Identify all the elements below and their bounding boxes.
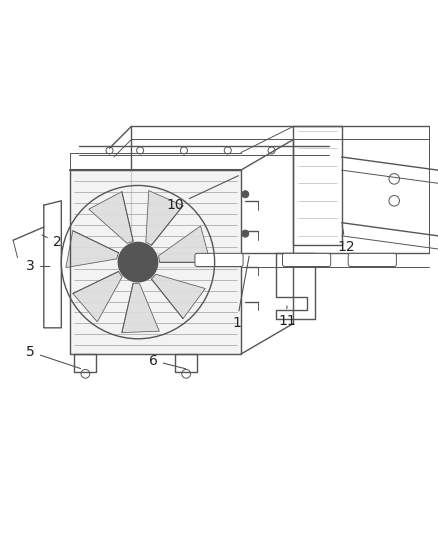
- Text: 5: 5: [26, 345, 81, 368]
- Polygon shape: [70, 170, 241, 354]
- FancyBboxPatch shape: [195, 253, 243, 266]
- Text: 10: 10: [166, 176, 238, 212]
- Circle shape: [242, 230, 249, 237]
- Polygon shape: [122, 283, 159, 333]
- Polygon shape: [66, 231, 118, 268]
- FancyBboxPatch shape: [348, 253, 396, 266]
- Text: 1: 1: [232, 256, 249, 330]
- Circle shape: [118, 243, 158, 282]
- Circle shape: [242, 191, 249, 198]
- Text: 6: 6: [149, 354, 186, 369]
- Polygon shape: [159, 226, 210, 262]
- FancyBboxPatch shape: [283, 253, 331, 266]
- Polygon shape: [73, 271, 122, 322]
- Text: 11: 11: [278, 306, 296, 328]
- Text: 2: 2: [42, 235, 61, 249]
- Polygon shape: [89, 192, 133, 244]
- Text: 3: 3: [26, 260, 50, 273]
- Polygon shape: [146, 191, 183, 245]
- Polygon shape: [152, 274, 205, 319]
- Text: 12: 12: [337, 225, 355, 254]
- Circle shape: [129, 253, 147, 271]
